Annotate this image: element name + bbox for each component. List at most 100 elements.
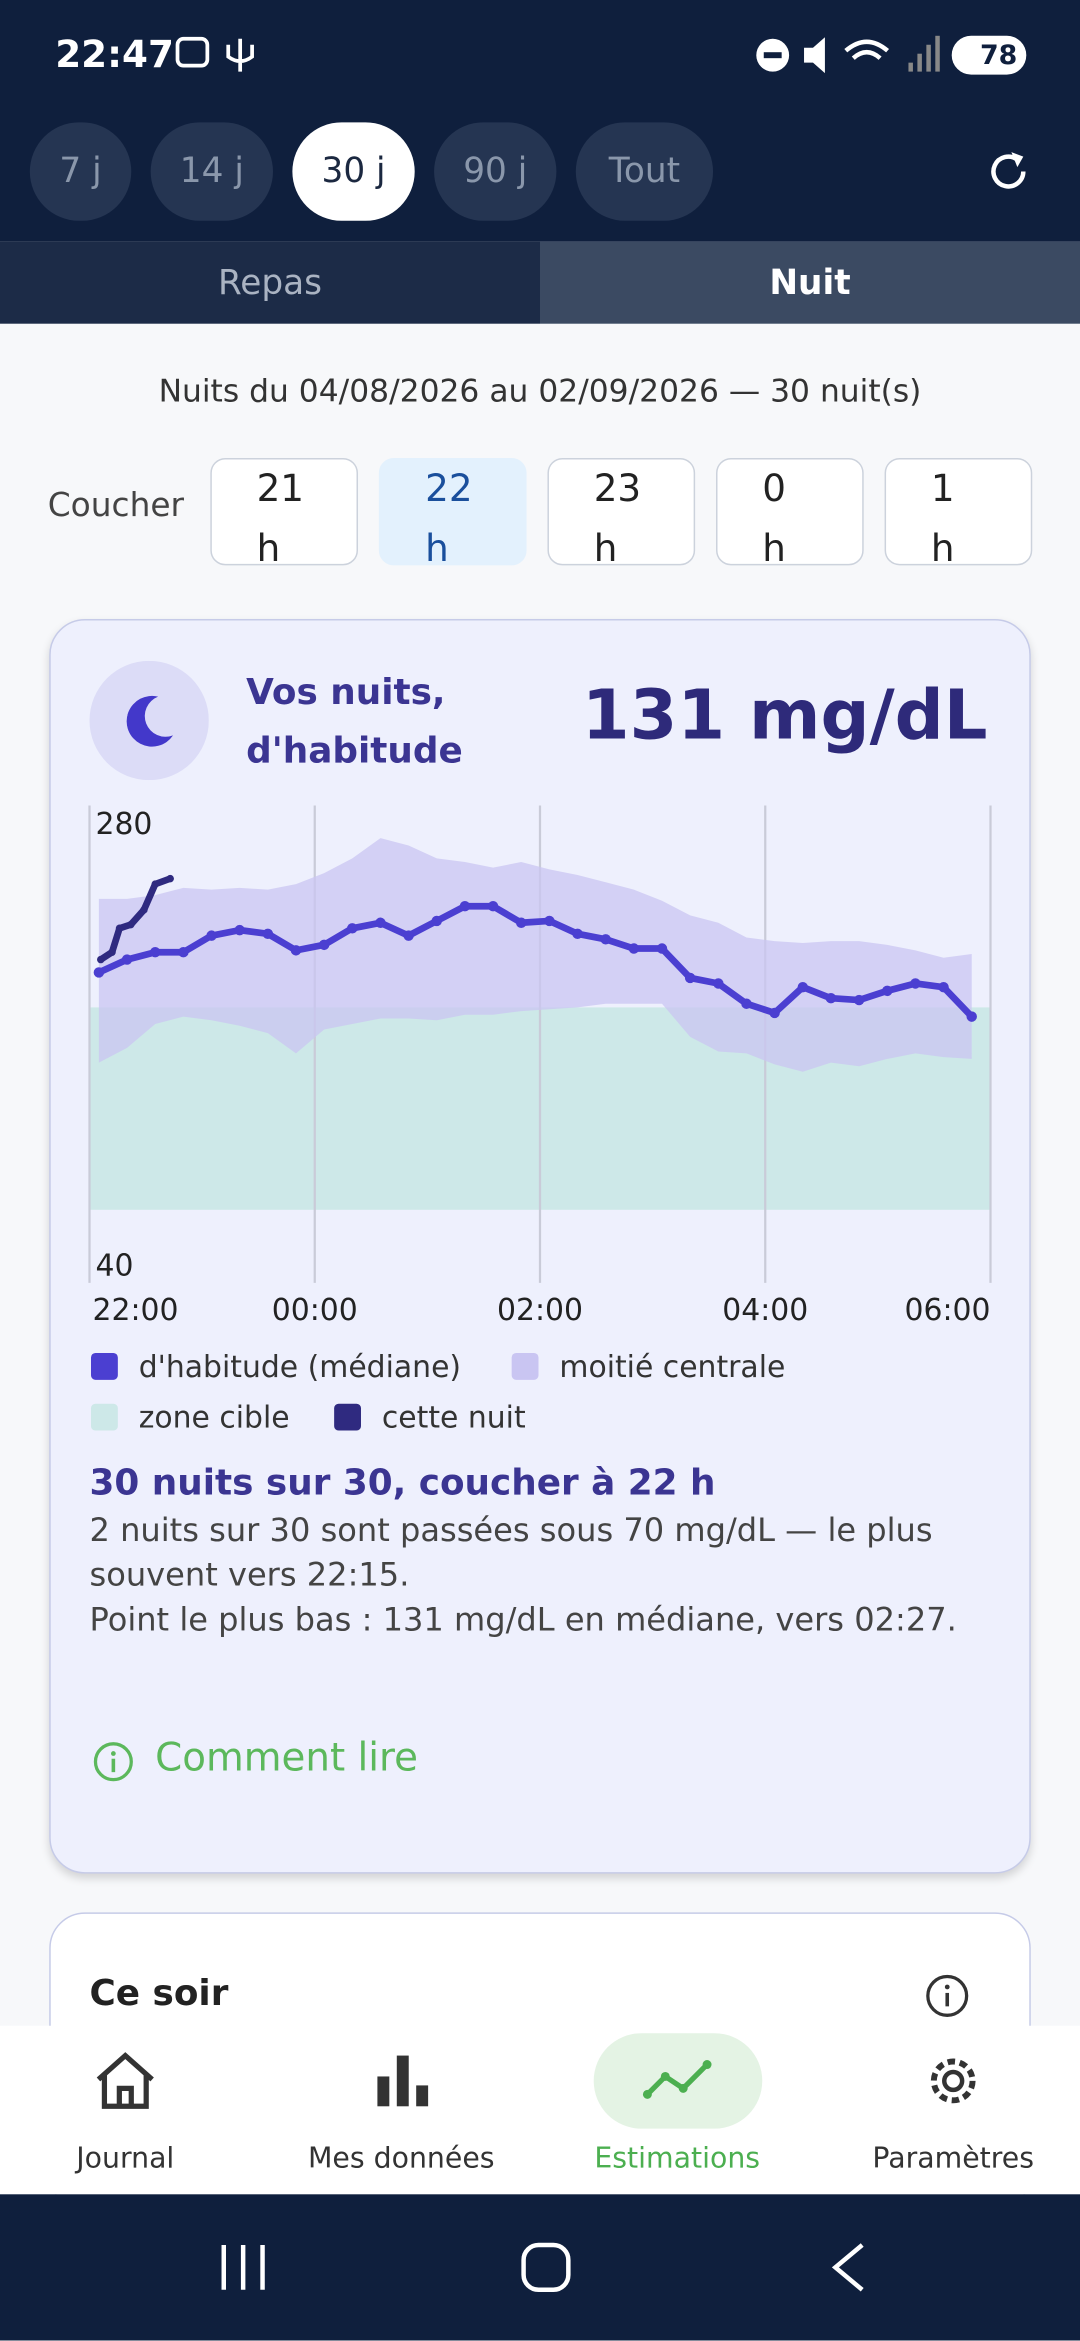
legend-label: d'habitude (médiane) <box>139 1350 461 1385</box>
median-point <box>882 985 893 997</box>
chip-label: 1 h <box>930 466 955 570</box>
bedtime-chip[interactable]: 22 h <box>378 457 527 570</box>
next-card-title: Ce soir <box>89 1972 229 2014</box>
chip-label: 0 h <box>762 466 786 570</box>
median-point <box>347 923 358 934</box>
tonight-point <box>140 906 148 914</box>
median-point <box>178 946 189 958</box>
range-button[interactable]: 7 j <box>29 122 132 221</box>
bedtime-chip[interactable]: 0 h <box>716 457 864 570</box>
median-point <box>459 900 471 912</box>
status-time: 22:47 <box>55 32 174 77</box>
median-point <box>149 946 161 958</box>
median-point <box>656 943 668 954</box>
median-point <box>544 915 555 927</box>
tonight-point <box>97 955 105 964</box>
median-point <box>684 972 696 984</box>
nav-item[interactable]: Estimations <box>594 2142 761 2175</box>
legend-swatch <box>90 1352 118 1380</box>
system-buttons <box>221 2242 864 2293</box>
battery-level: 78 <box>979 39 1018 71</box>
median-point <box>262 928 274 940</box>
legend-label: cette nuit <box>382 1401 526 1436</box>
nav-item[interactable]: Journal <box>76 2142 175 2175</box>
x-tick-label: 04:00 <box>722 1293 808 1328</box>
range-button[interactable]: 90 j <box>434 122 557 221</box>
status-icons <box>175 36 254 72</box>
legend-swatch <box>334 1403 361 1431</box>
legend-swatch <box>511 1352 539 1380</box>
refresh-button[interactable] <box>985 148 1033 196</box>
bedtime-chip[interactable]: 21 h <box>210 457 359 570</box>
median-point <box>910 978 921 989</box>
chip-label: 21 h <box>256 466 305 570</box>
bedtime-chip[interactable]: 23 h <box>547 457 696 570</box>
median-point <box>713 978 724 989</box>
y-tick-label: 280 <box>95 807 152 842</box>
median-point <box>93 967 105 978</box>
legend-label: moitié centrale <box>559 1350 785 1385</box>
range-button[interactable]: Tout <box>575 122 714 221</box>
tab[interactable]: Repas <box>0 241 540 324</box>
median-point <box>966 1011 977 1022</box>
nav-active-pill <box>593 2033 763 2129</box>
bedtime-label: Coucher <box>47 487 185 526</box>
help-link[interactable]: Comment lire <box>155 1736 419 1782</box>
median-point <box>938 981 949 993</box>
status-icons-right <box>756 35 940 74</box>
x-tick-label: 06:00 <box>905 1293 991 1328</box>
median-point <box>234 924 245 936</box>
range-button[interactable]: 14 j <box>150 122 273 221</box>
median-point <box>572 928 583 940</box>
median-point <box>628 943 640 954</box>
legend-swatch <box>90 1403 118 1431</box>
nav-item[interactable]: Mes données <box>307 2142 495 2175</box>
x-tick-label: 22:00 <box>92 1293 178 1328</box>
median-point <box>825 992 837 1004</box>
median-point <box>431 915 442 927</box>
median-point <box>318 939 330 951</box>
median-point <box>769 1007 780 1019</box>
median-point <box>121 954 133 965</box>
bedtime-chip[interactable]: 1 h <box>884 457 1033 570</box>
median-point <box>741 998 752 1009</box>
median-point <box>206 930 217 941</box>
battery: 78 <box>951 35 1027 75</box>
period-text: Nuits du 04/08/2026 au 02/09/2026 — 30 n… <box>158 372 922 409</box>
x-tick-label: 02:00 <box>497 1293 583 1328</box>
median-point <box>600 934 611 945</box>
nav-item[interactable]: Paramètres <box>872 2142 1035 2175</box>
tonight-point <box>115 924 124 933</box>
summary-line: 2 nuits sur 30 sont passées sous 70 mg/d… <box>89 1512 933 1595</box>
summary-line: Point le plus bas : 131 mg/dL en médiane… <box>89 1602 957 1640</box>
moon-icon <box>89 660 209 781</box>
chart: 22:00 00:00 02:00 04:00 06:00 40 280 d'habitude… <box>88 805 992 1436</box>
card-value: 131 mg/dL <box>581 674 988 755</box>
chip-label: 23 h <box>593 466 642 570</box>
legend-label: zone cible <box>139 1401 290 1436</box>
median-point <box>375 917 386 928</box>
median-point <box>853 994 865 1006</box>
median-point <box>290 945 302 956</box>
chip-label: 22 h <box>425 466 473 570</box>
bottom-nav <box>0 2025 1080 2195</box>
info-button[interactable] <box>925 1974 970 2019</box>
tonight-point <box>127 920 135 929</box>
summary-title: 30 nuits sur 30, coucher à 22 h <box>89 1461 716 1504</box>
system-nav <box>0 2194 1080 2341</box>
nav-icons <box>96 2052 976 2109</box>
median-point <box>797 981 809 993</box>
range-button[interactable]: 30 j <box>292 122 415 221</box>
iqr-band <box>98 838 972 1072</box>
tonight-point <box>166 874 174 883</box>
median-point <box>516 917 527 928</box>
y-tick-label: 40 <box>95 1248 133 1283</box>
info-icon <box>93 1742 133 1782</box>
tonight-point <box>108 948 116 956</box>
tab[interactable]: Nuit <box>539 241 1080 324</box>
x-tick-label: 00:00 <box>272 1293 358 1328</box>
card-title: Vos nuits, d'habitude <box>246 671 463 772</box>
tonight-point <box>151 880 159 888</box>
median-point <box>487 900 499 912</box>
